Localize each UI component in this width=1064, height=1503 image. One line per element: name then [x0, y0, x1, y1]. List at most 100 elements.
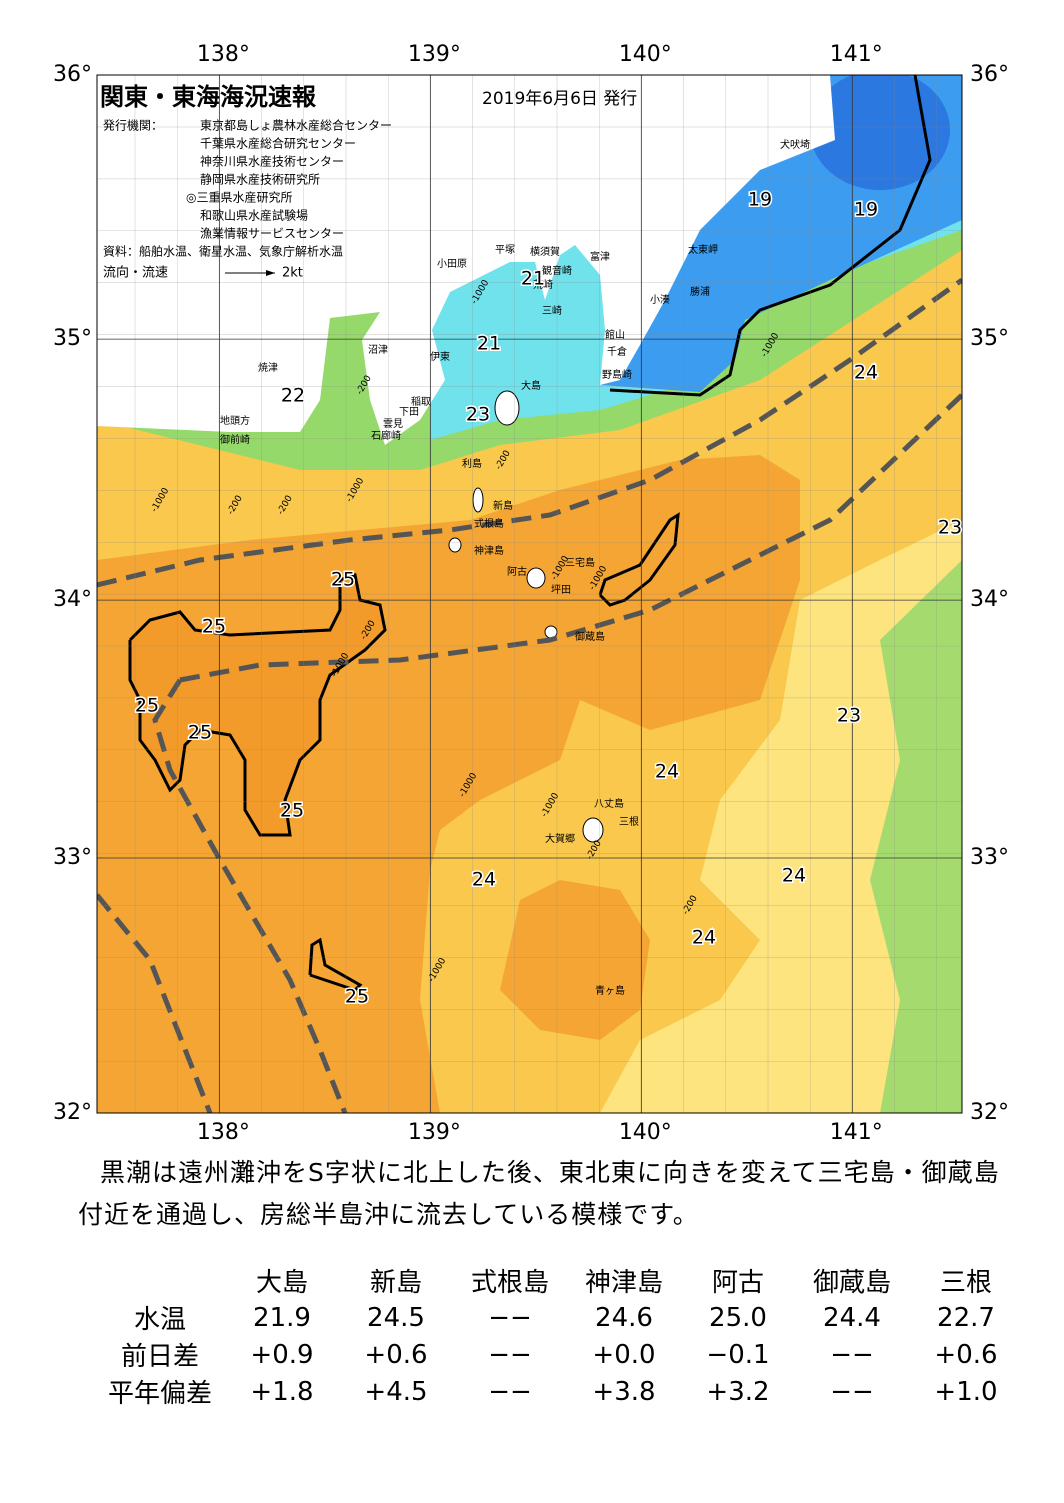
column-header: 神津島: [584, 1268, 663, 1298]
issuer: ◎三重県水産研究所: [186, 190, 292, 205]
lat-label: 32°: [970, 1100, 1009, 1125]
temperature-label: 24: [854, 362, 878, 384]
place-name: 稲取: [411, 396, 431, 408]
temperature-label: 24: [655, 761, 679, 783]
lat-label: 35°: [970, 326, 1009, 351]
summary: 黒潮は遠州灘沖をS字状に北上した後、東北東に向きを変えて三宅島・御蔵島付近を通過…: [78, 1158, 1000, 1229]
lon-label: 139°: [408, 1120, 461, 1140]
lat-label: 34°: [970, 587, 1009, 612]
table-cell: −−: [830, 1376, 874, 1407]
issuers: 東京都島しょ農林水産総合センター千葉県水産総合研究センター神奈川県水産技術センタ…: [186, 118, 392, 241]
table-row: 前日差 +0.9 +0.6 −− +0.0 −0.1 −− +0.6: [95, 1336, 1023, 1373]
temperature-label: 21: [521, 268, 545, 290]
table-cell: 22.7: [937, 1302, 995, 1333]
table-cell: +0.9: [250, 1339, 314, 1370]
lat-label: 34°: [53, 587, 92, 612]
issuer: 千葉県水産総合研究センター: [200, 136, 356, 151]
issuer: 東京都島しょ農林水産総合センター: [200, 118, 392, 133]
table-cell: 25.0: [709, 1302, 767, 1333]
lat-label: 33°: [970, 845, 1009, 870]
sst-field: [97, 75, 962, 1113]
table-cell: +0.6: [934, 1339, 998, 1370]
lat-label: 36°: [53, 62, 92, 87]
column-header: 阿古: [711, 1268, 764, 1298]
row-label: 平年偏差: [107, 1379, 212, 1409]
temperature-label: 25: [345, 986, 369, 1008]
place-name: 沼津: [368, 343, 388, 356]
table-cell: −0.1: [706, 1339, 770, 1370]
map-frame: [96, 74, 963, 1114]
table-cell: +4.5: [364, 1376, 428, 1407]
table-cell: +1.8: [250, 1376, 314, 1407]
temperature-label: 23: [938, 517, 962, 539]
place-name: 小田原: [437, 258, 467, 270]
temperature-label: 19: [854, 199, 878, 221]
place-name: 焼津: [258, 362, 278, 374]
place-name: 観音崎: [542, 264, 572, 277]
lon-label: 138°: [197, 1120, 250, 1140]
place-name: 大賀郷: [545, 832, 575, 845]
sources: 資料：船舶水温、衛星水温、気象庁解析水温: [103, 244, 343, 259]
temperature-label: 25: [331, 569, 355, 591]
map: 関東・東海海況速報 2019年6月6日 発行 発行機関： 東京都島しょ農林水産総…: [53, 42, 1009, 1140]
row-label: 前日差: [120, 1342, 199, 1372]
table-cell: 24.6: [595, 1302, 653, 1333]
lat-label: 33°: [53, 845, 92, 870]
place-name: 大島: [521, 379, 541, 392]
lon-label: 139°: [408, 42, 461, 67]
place-name: 新島: [493, 499, 513, 512]
lon-label: 141°: [830, 1120, 883, 1140]
column-header: 式根島: [470, 1268, 549, 1298]
lat-label: 32°: [53, 1100, 92, 1125]
table-row: 水温 21.9 24.5 −− 24.6 25.0 24.4 22.7: [95, 1299, 1023, 1336]
table-cell: 21.9: [253, 1302, 311, 1333]
table-cell: +0.6: [364, 1339, 428, 1370]
place-name: 荒崎: [533, 278, 553, 291]
place-name: 石廊崎: [371, 429, 401, 442]
temperature-label: 24: [782, 865, 806, 887]
place-name: 三根: [619, 815, 639, 828]
table-cell: −−: [488, 1376, 532, 1407]
data-table: 大島 新島 式根島 神津島 阿古 御蔵島 三根 水温 21.9 24.5 −− 24.6 25.0 24.…: [95, 1262, 1023, 1410]
place-name: 下田: [399, 407, 419, 418]
temperature-label: 19: [748, 189, 772, 211]
lat-label: 35°: [53, 326, 92, 351]
place-name: 勝浦: [690, 285, 710, 298]
table-header-row: 大島 新島 式根島 神津島 阿古 御蔵島 三根: [95, 1262, 1023, 1299]
issuer: 静岡県水産技術研究所: [200, 172, 320, 187]
place-name: 雲見: [383, 418, 403, 430]
row-label: 水温: [133, 1305, 186, 1335]
current-arrowhead: [266, 270, 275, 276]
place-name: 野島崎: [602, 368, 632, 381]
temperature-label: 25: [135, 695, 159, 717]
place-name: 三崎: [542, 304, 562, 317]
place-name: 小湊: [650, 293, 670, 306]
lon-label: 141°: [830, 42, 883, 67]
place-name: 平塚: [495, 244, 515, 256]
place-name: 神津島: [474, 544, 504, 557]
column-header: 三根: [939, 1268, 992, 1298]
place-name: 犬吠埼: [780, 138, 810, 151]
table-cell: +3.2: [706, 1376, 770, 1407]
lon-label: 140°: [619, 1120, 672, 1140]
temperature-label: 24: [472, 869, 496, 891]
place-name: 御蔵島: [575, 630, 605, 643]
table-cell: 24.4: [823, 1302, 881, 1333]
column-header: 新島: [369, 1268, 422, 1298]
temperature-label: 25: [202, 616, 226, 638]
place-name: 御前崎: [220, 433, 250, 446]
date: 2019年6月6日 発行: [482, 89, 637, 109]
table-cell: +0.0: [592, 1339, 656, 1370]
temperature-label: 23: [837, 705, 861, 727]
column-header: 大島: [255, 1268, 308, 1298]
table-corner: [95, 1262, 225, 1299]
issuer: 漁業情報サービスセンター: [200, 227, 344, 241]
table-cell: +3.8: [592, 1376, 656, 1407]
grid: [97, 74, 962, 1114]
temperature-label: 24: [692, 927, 716, 949]
temperature-label: 21: [477, 333, 501, 355]
lon-label: 140°: [619, 42, 672, 67]
issuer-label: 発行機関：: [103, 118, 163, 133]
temperature-label: 25: [280, 800, 304, 822]
